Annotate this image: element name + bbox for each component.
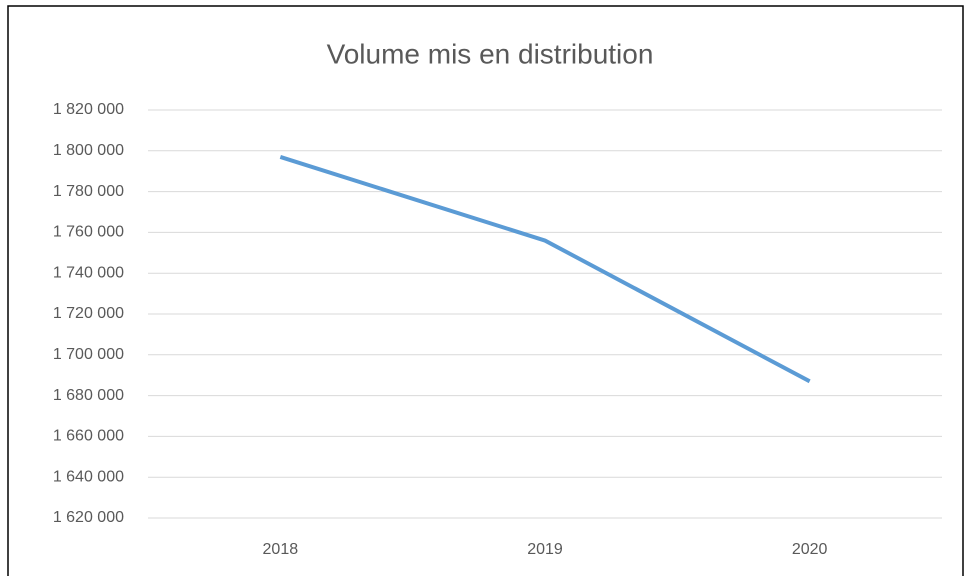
y-tick-label: 1 800 000: [53, 142, 124, 159]
x-tick-label: 2018: [263, 541, 299, 558]
y-tick-label: 1 660 000: [53, 428, 124, 445]
chart-title: Volume mis en distribution: [327, 38, 654, 69]
y-tick-label: 1 760 000: [53, 224, 124, 241]
y-tick-label: 1 640 000: [53, 468, 124, 485]
chart-border: [7, 5, 964, 576]
y-tick-label: 1 780 000: [53, 183, 124, 200]
y-tick-label: 1 700 000: [53, 346, 124, 363]
y-tick-label: 1 820 000: [53, 101, 124, 118]
y-tick-label: 1 680 000: [53, 387, 124, 404]
x-tick-label: 2019: [527, 541, 563, 558]
y-tick-label: 1 720 000: [53, 305, 124, 322]
data-line: [279, 155, 811, 384]
y-tick-label: 1 740 000: [53, 264, 124, 281]
y-tick-label: 1 620 000: [53, 509, 124, 526]
x-tick-label: 2020: [792, 541, 828, 558]
